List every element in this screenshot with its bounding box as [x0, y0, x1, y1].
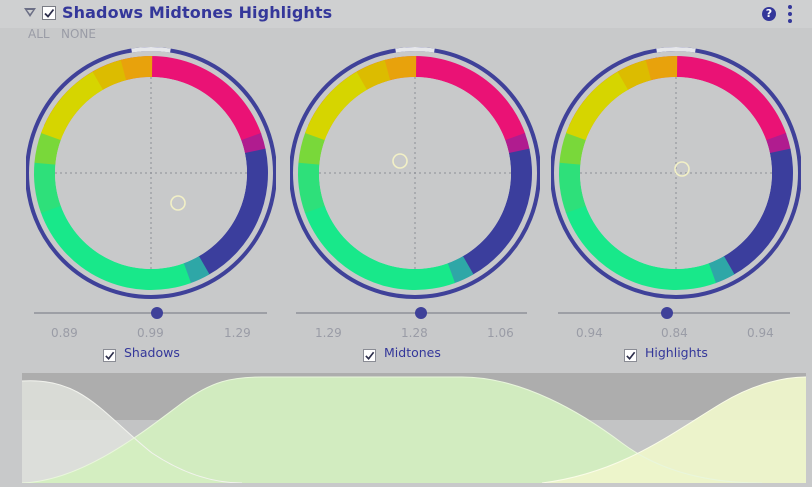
wheel-ring-gap [131, 47, 171, 53]
hue-segment [241, 132, 266, 155]
kebab-menu-icon[interactable] [786, 5, 794, 23]
highlights-value-right: 0.94 [747, 326, 774, 340]
hue-segment [645, 56, 678, 81]
highlights-value-left: 0.94 [576, 326, 603, 340]
hue-segment [304, 204, 456, 290]
hue-segment [298, 161, 325, 214]
midtones-curve [22, 377, 762, 483]
hue-segment [34, 131, 62, 165]
hue-segment [505, 132, 530, 155]
highlights-label: Highlights [645, 345, 708, 360]
midtones-color-wheel[interactable] [289, 42, 541, 304]
highlights-color-wheel[interactable] [550, 42, 802, 304]
midtones-checkbox[interactable] [363, 349, 376, 362]
hue-segment [92, 59, 128, 90]
help-icon[interactable]: ? [762, 7, 776, 21]
checkmark-icon [365, 351, 375, 360]
select-all-link[interactable]: ALL [28, 27, 50, 41]
highlights-checkbox[interactable] [624, 349, 637, 362]
select-none-link[interactable]: NONE [61, 27, 96, 41]
wheel-picker-handle [170, 195, 186, 211]
highlights-slider-track[interactable] [558, 312, 790, 314]
hue-segment [559, 131, 587, 165]
hue-segment [356, 59, 392, 90]
midtones-label: Midtones [384, 345, 441, 360]
hue-segment [41, 71, 104, 141]
midtones-value-right: 1.06 [487, 326, 514, 340]
range-curves-graph[interactable] [21, 373, 807, 484]
hue-segment [707, 256, 735, 284]
highlights-curve [542, 377, 806, 483]
hue-segment [34, 161, 61, 214]
checkmark-icon [105, 351, 115, 360]
shadows-checkbox[interactable] [103, 349, 116, 362]
midtones-slider-knob[interactable] [415, 307, 427, 319]
hue-segment [462, 148, 532, 275]
hue-segment [305, 71, 368, 141]
midtones-slider-track[interactable] [296, 312, 527, 314]
highlights-value-center: 0.84 [661, 326, 688, 340]
hue-segment [182, 256, 210, 284]
shadows-slider-knob[interactable] [151, 307, 163, 319]
checkmark-icon [626, 351, 636, 360]
shadows-curve [22, 380, 242, 483]
shadows-label: Shadows [124, 345, 180, 360]
wheel-picker-handle [392, 153, 408, 169]
hue-segment [120, 56, 153, 81]
hue-segment [617, 59, 653, 90]
hue-segment [384, 56, 417, 81]
shadows-color-wheel[interactable] [25, 42, 277, 304]
hue-segment [566, 71, 629, 141]
checkmark-icon [44, 8, 55, 18]
shadows-curve-edge [21, 380, 243, 484]
shadows-value-left: 0.89 [51, 326, 78, 340]
collapse-triangle-icon[interactable] [24, 8, 36, 17]
hue-segment [130, 56, 262, 142]
highlights-slider-knob[interactable] [661, 307, 673, 319]
highlights-curve-edge [541, 376, 807, 484]
hue-segment [446, 256, 474, 284]
hue-segment [394, 56, 526, 142]
wheel-ring-gap [395, 47, 435, 53]
hue-segment [766, 132, 791, 155]
shadows-value-center: 0.99 [137, 326, 164, 340]
shadows-slider-track[interactable] [34, 312, 267, 314]
panel-title: Shadows Midtones Highlights [62, 3, 333, 22]
midtones-curve-edge [21, 376, 763, 484]
hue-segment [298, 131, 326, 165]
enable-checkbox[interactable] [42, 6, 56, 20]
wheel-ring-gap [656, 47, 696, 53]
hue-segment [40, 204, 192, 290]
hue-segment [723, 148, 793, 275]
hue-segment [198, 148, 268, 275]
hue-segment [559, 161, 586, 214]
midtones-value-center: 1.28 [401, 326, 428, 340]
midtones-value-left: 1.29 [315, 326, 342, 340]
hue-segment [655, 56, 787, 142]
shadows-value-right: 1.29 [224, 326, 251, 340]
wheel-picker-handle [674, 161, 690, 177]
panel-header: Shadows Midtones Highlights ? [0, 0, 812, 28]
hue-segment [565, 204, 717, 290]
